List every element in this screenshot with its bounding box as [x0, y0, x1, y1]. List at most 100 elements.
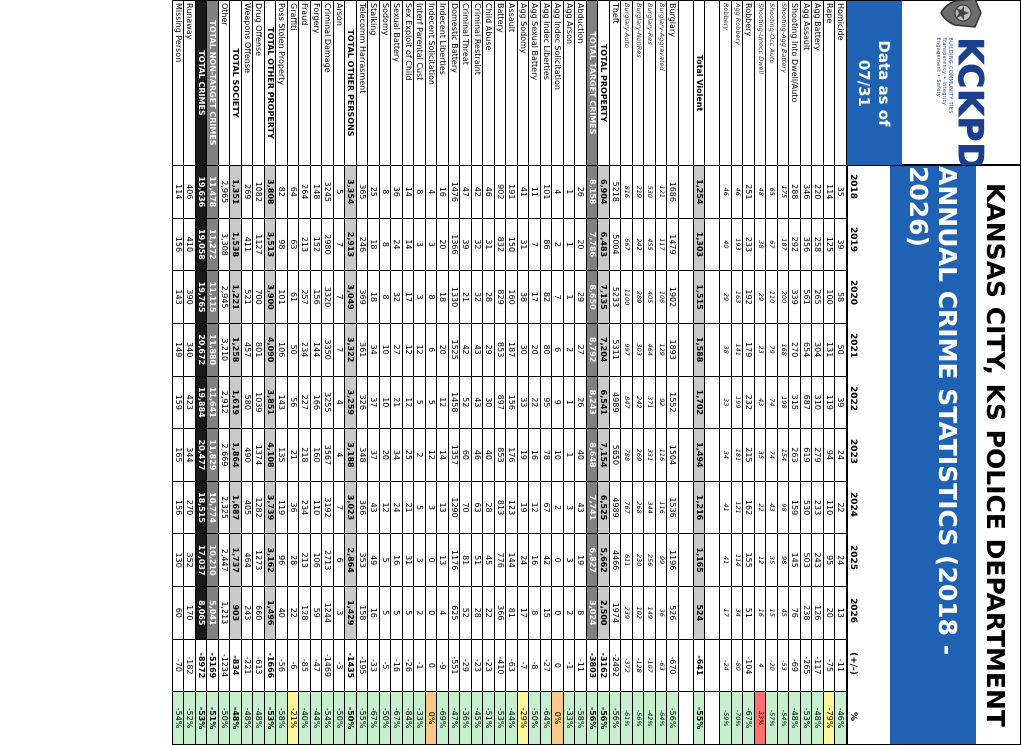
value-cell: 10 — [552, 428, 564, 482]
value-cell: 33 — [517, 376, 529, 429]
value-cell: 455 — [644, 218, 656, 271]
value-cell: 700 — [253, 270, 265, 324]
value-cell: 8 — [379, 270, 391, 324]
value-cell: 40 — [720, 218, 732, 271]
table-row: Agg Assault 346 356 561 654 687 619 530 503 238 -2… — [800, 0, 812, 745]
difference-cell: -23 — [483, 639, 495, 692]
value-cell: 108 — [655, 270, 667, 324]
value-cell — [705, 428, 720, 482]
value-cell: 847 — [621, 376, 633, 429]
value-cell: 3,322 — [345, 323, 357, 376]
difference-cell: -63 — [655, 639, 667, 692]
row-label: Other — [218, 0, 230, 166]
value-cell: 81 — [506, 586, 518, 640]
value-cell: 303 — [632, 323, 644, 376]
value-cell: 269 — [632, 428, 644, 482]
value-cell: 27 — [575, 323, 587, 376]
value-cell: 1,619 — [230, 376, 242, 429]
row-label: TOTAL TARGET CRIMES — [586, 0, 598, 166]
value-cell: 6 — [333, 533, 345, 587]
difference-cell: -69 — [789, 639, 801, 692]
value-cell: 50 — [835, 323, 847, 376]
value-cell: 10 — [379, 376, 391, 429]
value-cell: 43 — [575, 481, 587, 534]
value-cell: 159 — [172, 376, 184, 429]
value-cell: 74 — [766, 428, 778, 482]
value-cell: 20 — [437, 323, 449, 376]
value-cell: 853 — [494, 323, 506, 376]
value-cell: 6,525 — [598, 481, 610, 534]
table-row: Burglary-NonRes 219 242 289 303 242 269 268 230 1… — [632, 0, 644, 745]
percent-change-cell: -64% — [655, 691, 667, 745]
difference-cell: -33 — [368, 639, 380, 692]
row-label: Homicide — [835, 0, 847, 166]
value-cell: 3,739 — [264, 481, 276, 534]
percent-change-cell: -59% — [720, 691, 732, 745]
difference-cell: -221 — [241, 639, 253, 692]
percent-change-cell: -44% — [310, 691, 322, 745]
value-cell: 41 — [720, 533, 732, 587]
value-cell: 12 — [414, 323, 426, 376]
value-cell: 256 — [644, 533, 656, 587]
difference-cell: -613 — [253, 639, 265, 692]
value-cell: 526 — [667, 586, 679, 640]
value-cell: 11 — [529, 165, 541, 219]
row-label: Agg Arson — [563, 0, 575, 166]
value-cell: 263 — [789, 428, 801, 482]
value-cell: 60 — [460, 428, 472, 482]
row-label: TOTAL SOCIETY — [230, 0, 242, 166]
value-cell: 114 — [823, 165, 835, 219]
value-cell: 25 — [368, 165, 380, 219]
value-cell: 490 — [241, 428, 253, 482]
value-cell: 12 — [754, 533, 766, 587]
value-cell: 17 — [402, 270, 414, 324]
table-row: Burglary-Aggravated 121 117 108 129 92 116 116 9… — [655, 0, 667, 745]
percent-change-cell: -50% — [529, 691, 541, 745]
percent-change-cell: 0% — [552, 691, 564, 745]
value-cell: 8 — [529, 586, 541, 640]
row-label: Domestic Battery — [448, 0, 460, 166]
value-cell: 45 — [777, 586, 789, 640]
value-cell: 51 — [471, 533, 483, 587]
value-cell: 5218 — [609, 165, 621, 219]
value-cell: 135 — [276, 428, 288, 482]
value-cell: 3,900 — [264, 270, 276, 324]
row-label: Weapons Offense — [241, 0, 253, 166]
value-cell: 233 — [743, 218, 755, 271]
percent-change-cell: -54% — [777, 691, 789, 745]
value-cell: 19,884 — [195, 376, 207, 429]
value-cell: 40 — [483, 428, 495, 482]
table-row: Homicide 35 39 58 50 39 24 22 24 13 -11 -46% — [835, 0, 847, 745]
value-cell: 45 — [483, 533, 495, 587]
percent-change-cell: -40% — [299, 691, 311, 745]
value-cell: 238 — [800, 586, 812, 640]
table-row: Shooting Into Dwell/Auto 288 292 339 270 315 2… — [789, 0, 801, 745]
difference-cell: -63 — [506, 639, 518, 692]
value-cell: 19 — [575, 533, 587, 587]
value-cell: 3,049 — [345, 270, 357, 324]
value-cell: 853 — [494, 428, 506, 482]
value-cell: 63 — [471, 481, 483, 534]
row-label: Assault — [506, 0, 518, 166]
value-cell: 67 — [766, 218, 778, 271]
value-cell: 3,354 — [345, 165, 357, 219]
value-cell: 8,243 — [586, 376, 598, 429]
value-cell: 14 — [437, 428, 449, 482]
percent-change-cell: -55% — [693, 691, 705, 745]
value-cell: 1,864 — [230, 428, 242, 482]
table-row: Missing Person 114 156 143 149 159 165 156 130 60… — [172, 0, 184, 745]
difference-cell: -75 — [823, 639, 835, 692]
value-cell: 162 — [743, 481, 755, 534]
percent-change-cell: -79% — [823, 691, 835, 745]
percent-change-cell: -54% — [322, 691, 334, 745]
value-cell: 48 — [754, 165, 766, 219]
table-row: Child Abuse 46 31 28 29 30 40 28 45 22 -23 -51% — [483, 0, 495, 745]
value-cell: 406 — [184, 165, 196, 219]
row-label: Drug Offense — [253, 0, 265, 166]
value-cell: 257 — [299, 270, 311, 324]
value-cell: 1196 — [667, 533, 679, 587]
difference-cell: -70 — [172, 639, 184, 692]
column-header: 2020 — [848, 279, 858, 306]
value-cell: 660 — [253, 586, 265, 640]
table-row: Sexual Battery 36 24 32 27 21 34 24 16 5 -16 -67% — [391, 0, 403, 745]
